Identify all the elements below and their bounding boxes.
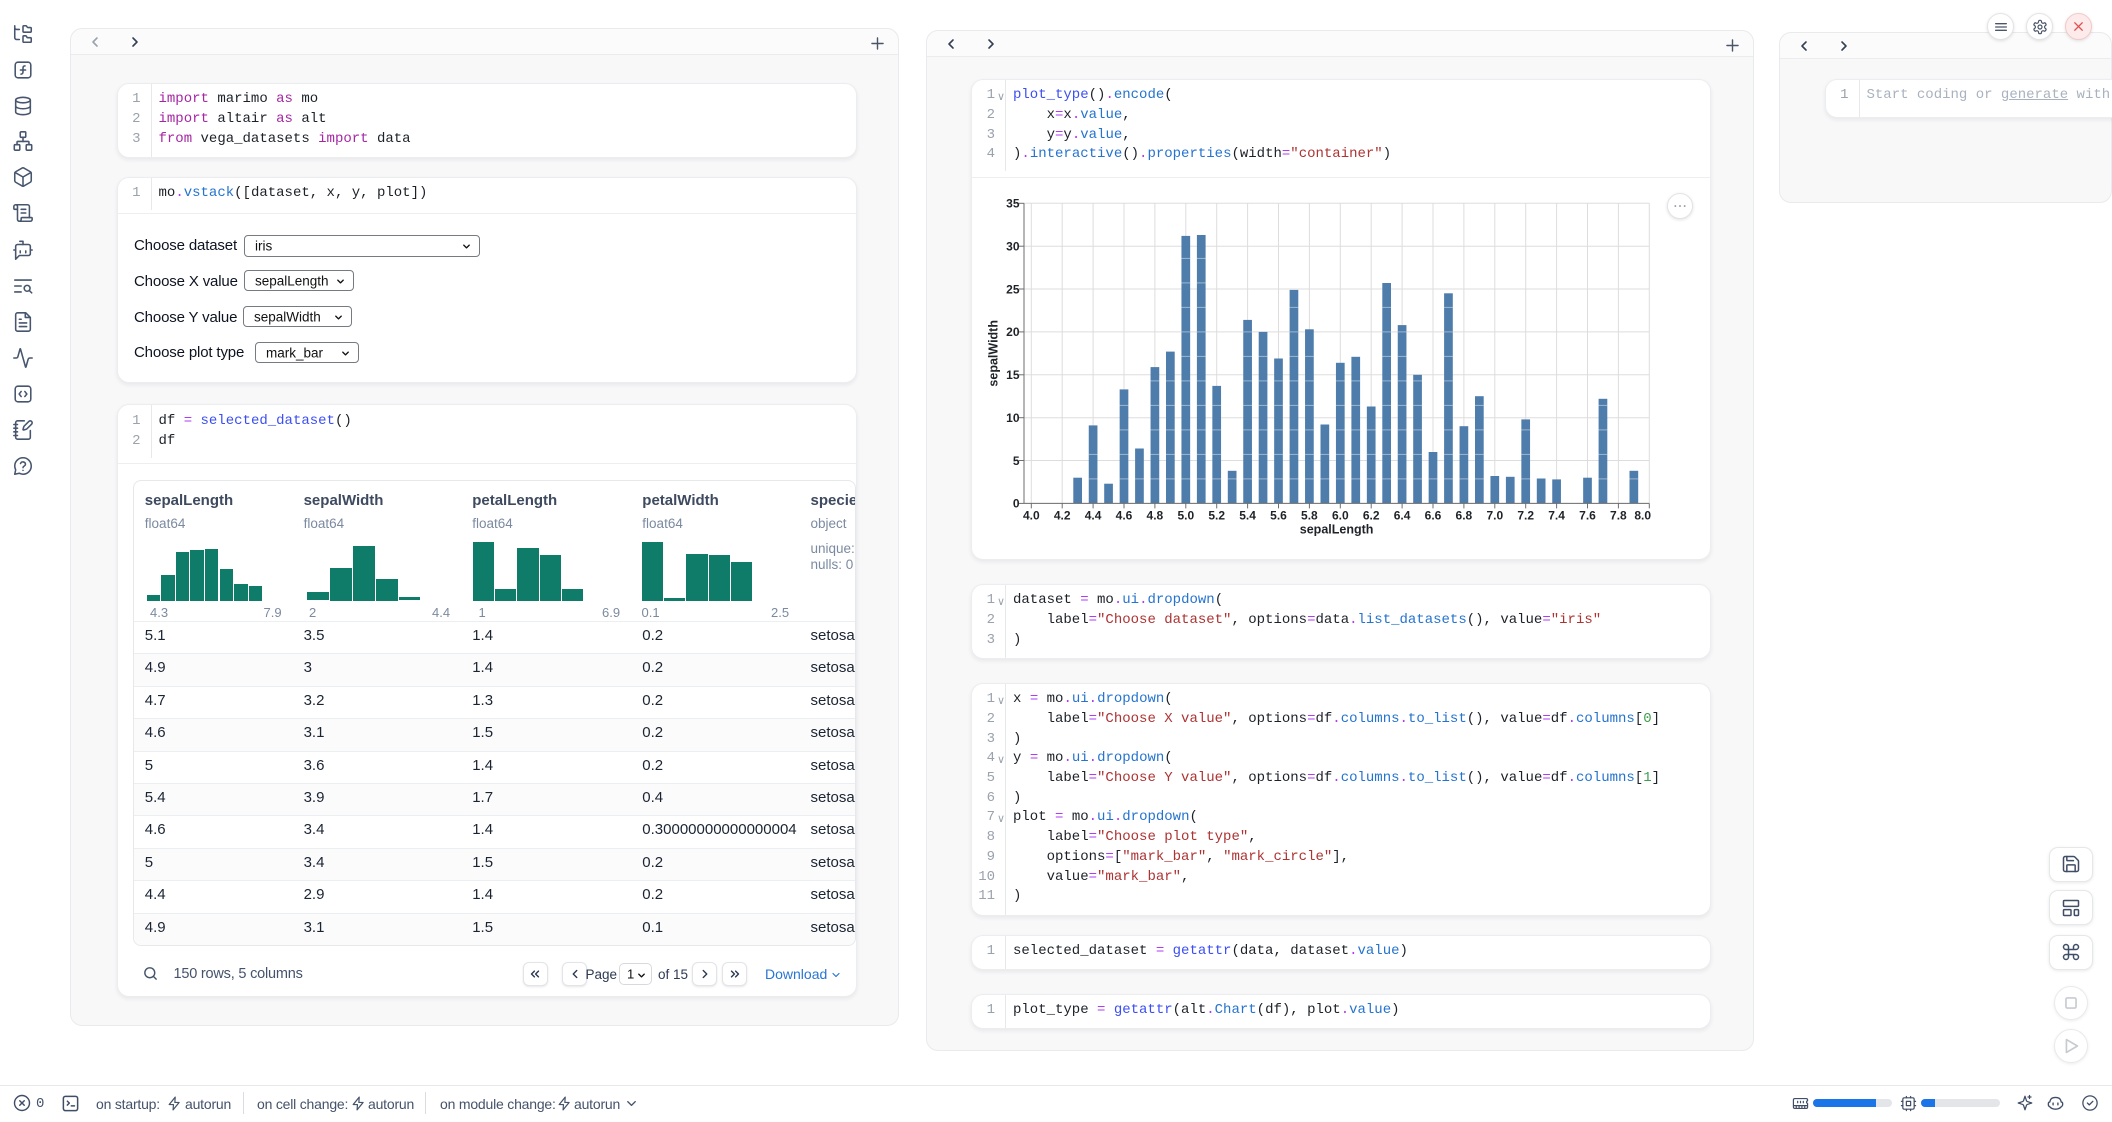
svg-text:7.4: 7.4 bbox=[1548, 509, 1565, 523]
svg-text:15: 15 bbox=[1006, 368, 1020, 382]
svg-text:4.0: 4.0 bbox=[1023, 509, 1040, 523]
svg-text:7.2: 7.2 bbox=[1517, 509, 1534, 523]
svg-text:5.2: 5.2 bbox=[1208, 509, 1225, 523]
svg-text:6.0: 6.0 bbox=[1332, 509, 1349, 523]
svg-text:6.4: 6.4 bbox=[1394, 509, 1411, 523]
svg-text:20: 20 bbox=[1006, 325, 1020, 339]
svg-text:5.8: 5.8 bbox=[1301, 509, 1318, 523]
svg-text:7.8: 7.8 bbox=[1610, 509, 1627, 523]
svg-text:6.8: 6.8 bbox=[1456, 509, 1473, 523]
svg-text:sepalWidth: sepalWidth bbox=[987, 320, 1001, 387]
svg-text:10: 10 bbox=[1006, 411, 1020, 425]
svg-text:35: 35 bbox=[1006, 197, 1020, 211]
svg-text:7.6: 7.6 bbox=[1579, 509, 1596, 523]
svg-text:6.2: 6.2 bbox=[1363, 509, 1380, 523]
svg-text:6.6: 6.6 bbox=[1425, 509, 1442, 523]
svg-text:30: 30 bbox=[1006, 240, 1020, 254]
svg-text:5.6: 5.6 bbox=[1270, 509, 1287, 523]
svg-text:0: 0 bbox=[1013, 497, 1020, 511]
svg-text:sepalLength: sepalLength bbox=[1300, 522, 1374, 536]
svg-text:7.0: 7.0 bbox=[1486, 509, 1503, 523]
svg-text:4.8: 4.8 bbox=[1147, 509, 1164, 523]
svg-text:25: 25 bbox=[1006, 282, 1020, 296]
svg-text:5: 5 bbox=[1013, 454, 1020, 468]
svg-text:4.2: 4.2 bbox=[1054, 509, 1071, 523]
svg-text:4.4: 4.4 bbox=[1085, 509, 1102, 523]
svg-text:4.6: 4.6 bbox=[1116, 509, 1133, 523]
svg-text:8.0: 8.0 bbox=[1634, 509, 1651, 523]
svg-text:5.0: 5.0 bbox=[1177, 509, 1194, 523]
svg-text:5.4: 5.4 bbox=[1239, 509, 1256, 523]
